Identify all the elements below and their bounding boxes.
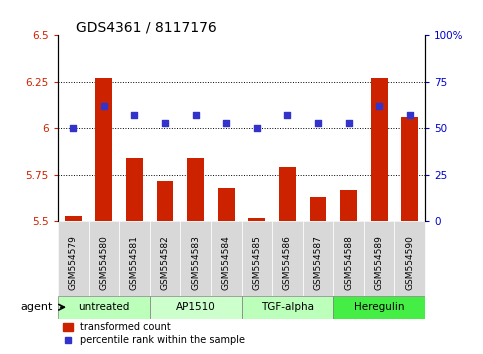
Bar <box>333 296 425 319</box>
Point <box>375 103 383 109</box>
Bar <box>310 197 327 222</box>
Bar <box>340 190 357 222</box>
Point <box>100 103 108 109</box>
Bar <box>395 222 425 296</box>
Bar <box>272 222 303 296</box>
Point <box>284 113 291 118</box>
Text: AP1510: AP1510 <box>176 302 215 312</box>
Text: GSM554585: GSM554585 <box>252 235 261 290</box>
Point <box>130 113 138 118</box>
Bar <box>96 78 112 222</box>
Bar <box>279 167 296 222</box>
Bar <box>65 216 82 222</box>
Text: GSM554579: GSM554579 <box>69 235 78 290</box>
Bar <box>242 222 272 296</box>
Text: TGF-alpha: TGF-alpha <box>261 302 314 312</box>
Point <box>161 120 169 126</box>
Text: GSM554589: GSM554589 <box>375 235 384 290</box>
Point <box>253 126 261 131</box>
Bar <box>58 222 88 296</box>
Bar <box>150 222 180 296</box>
Bar <box>303 222 333 296</box>
Text: GSM554590: GSM554590 <box>405 235 414 290</box>
Bar <box>88 222 119 296</box>
Point <box>70 126 77 131</box>
Bar <box>211 222 242 296</box>
Point <box>406 113 413 118</box>
Point <box>314 120 322 126</box>
Text: GSM554581: GSM554581 <box>130 235 139 290</box>
Text: GSM554582: GSM554582 <box>160 235 170 290</box>
Text: GSM554588: GSM554588 <box>344 235 353 290</box>
Bar <box>248 218 265 222</box>
Text: Heregulin: Heregulin <box>354 302 404 312</box>
Point <box>345 120 353 126</box>
Text: GSM554584: GSM554584 <box>222 235 231 290</box>
Bar <box>156 181 173 222</box>
Bar <box>371 78 387 222</box>
Bar <box>126 158 143 222</box>
Bar <box>364 222 395 296</box>
Bar <box>150 296 242 319</box>
Point <box>222 120 230 126</box>
Text: GSM554586: GSM554586 <box>283 235 292 290</box>
Bar <box>401 117 418 222</box>
Bar <box>58 296 150 319</box>
Text: GSM554583: GSM554583 <box>191 235 200 290</box>
Point <box>192 113 199 118</box>
Text: untreated: untreated <box>78 302 129 312</box>
Text: GSM554580: GSM554580 <box>99 235 108 290</box>
Text: agent: agent <box>21 302 53 312</box>
Bar <box>180 222 211 296</box>
Bar <box>119 222 150 296</box>
Text: GDS4361 / 8117176: GDS4361 / 8117176 <box>76 20 217 34</box>
Bar <box>242 296 333 319</box>
Bar <box>218 188 235 222</box>
Bar <box>333 222 364 296</box>
Text: GSM554587: GSM554587 <box>313 235 323 290</box>
Legend: transformed count, percentile rank within the sample: transformed count, percentile rank withi… <box>63 322 245 345</box>
Bar <box>187 158 204 222</box>
